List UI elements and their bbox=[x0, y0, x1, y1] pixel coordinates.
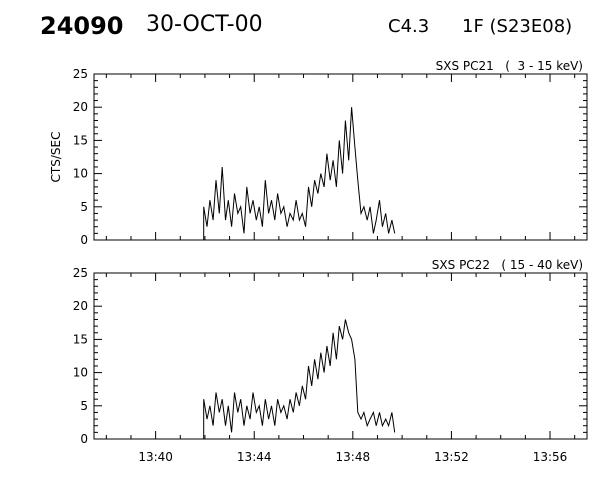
y-tick-label: 10 bbox=[73, 167, 88, 181]
y-tick-label: 10 bbox=[73, 366, 88, 380]
flare-class: 1F (S23E08) bbox=[462, 16, 573, 37]
goes-class: C4.3 bbox=[388, 16, 430, 37]
x-tick-label: 13:44 bbox=[237, 450, 272, 464]
y-tick-label: 5 bbox=[80, 399, 88, 413]
y-axis-label: CTS/SEC bbox=[49, 132, 63, 183]
y-tick-label: 15 bbox=[73, 332, 88, 346]
x-tick-label: 13:40 bbox=[138, 450, 173, 464]
y-tick-label: 5 bbox=[80, 200, 88, 214]
event-date: 30-OCT-00 bbox=[146, 12, 263, 37]
x-tick-label: 13:56 bbox=[533, 450, 568, 464]
series-line-2-1 bbox=[203, 319, 396, 439]
y-tick-label: 0 bbox=[80, 233, 88, 247]
y-tick-label: 25 bbox=[73, 67, 88, 81]
panel-title-2: SXS PC22 ( 15 - 40 keV) bbox=[432, 258, 583, 272]
plot-frame-1 bbox=[93, 73, 588, 241]
x-tick-label: 13:52 bbox=[434, 450, 469, 464]
plot-frame-2 bbox=[93, 272, 588, 440]
y-tick-label: 15 bbox=[73, 133, 88, 147]
x-tick-label: 13:48 bbox=[336, 450, 371, 464]
series-line-1-1 bbox=[203, 107, 396, 240]
panel-title-1: SXS PC21 ( 3 - 15 keV) bbox=[436, 59, 583, 73]
event-id: 24090 bbox=[40, 12, 124, 40]
y-tick-label: 0 bbox=[80, 432, 88, 446]
y-tick-label: 20 bbox=[73, 299, 88, 313]
y-tick-label: 20 bbox=[73, 100, 88, 114]
y-tick-label: 25 bbox=[73, 266, 88, 280]
